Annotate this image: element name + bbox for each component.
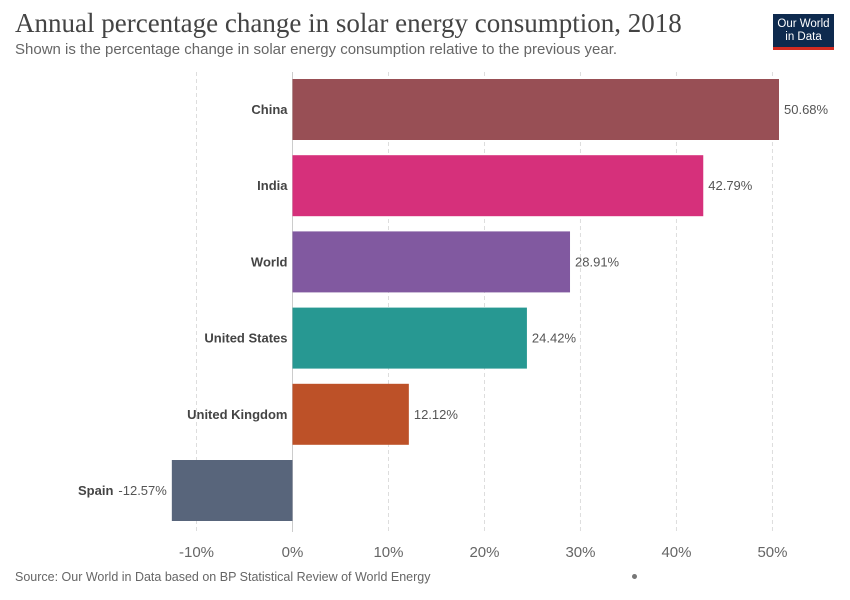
category-label: India	[257, 178, 288, 193]
category-label: Spain	[78, 483, 113, 498]
category-label: United States	[204, 331, 287, 346]
bar[interactable]	[292, 79, 780, 140]
bar[interactable]	[292, 383, 409, 445]
x-tick-label: 10%	[373, 544, 403, 561]
bar[interactable]	[292, 155, 704, 217]
grid-lines	[196, 72, 773, 532]
bar[interactable]	[292, 307, 527, 369]
x-axis-ticks: -10% 0% 10% 20% 30% 40% 50%	[179, 544, 787, 561]
x-tick-label: 30%	[565, 544, 595, 561]
source-note[interactable]: Source: Our World in Data based on BP St…	[15, 570, 431, 584]
chart-subtitle: Shown is the percentage change in solar …	[15, 41, 618, 58]
owid-logo[interactable]: Our World in Data	[773, 14, 834, 50]
value-label: -12.57%	[118, 483, 167, 498]
chart-title: Annual percentage change in solar energy…	[15, 8, 682, 38]
category-label: China	[251, 102, 288, 117]
x-tick-label: 50%	[757, 544, 787, 561]
labels: China 50.68% India 42.79% World 28.91% United …	[78, 102, 829, 498]
value-label: 12.12%	[414, 407, 459, 422]
value-label: 28.91%	[575, 254, 620, 269]
x-tick-label: -10%	[179, 544, 214, 561]
bars	[171, 79, 780, 521]
x-tick-label: 0%	[282, 544, 304, 561]
category-label: World	[251, 254, 288, 269]
value-label: 42.79%	[708, 178, 753, 193]
x-tick-label: 40%	[661, 544, 691, 561]
value-label: 50.68%	[784, 102, 829, 117]
bar[interactable]	[292, 231, 571, 293]
bar[interactable]	[171, 460, 293, 521]
value-label: 24.42%	[532, 331, 577, 346]
source-info-dot-icon[interactable]	[632, 574, 637, 579]
x-tick-label: 20%	[469, 544, 499, 561]
logo-line-1: Our World	[777, 18, 830, 30]
category-label: United Kingdom	[187, 407, 287, 422]
logo-line-2: in Data	[785, 31, 822, 43]
